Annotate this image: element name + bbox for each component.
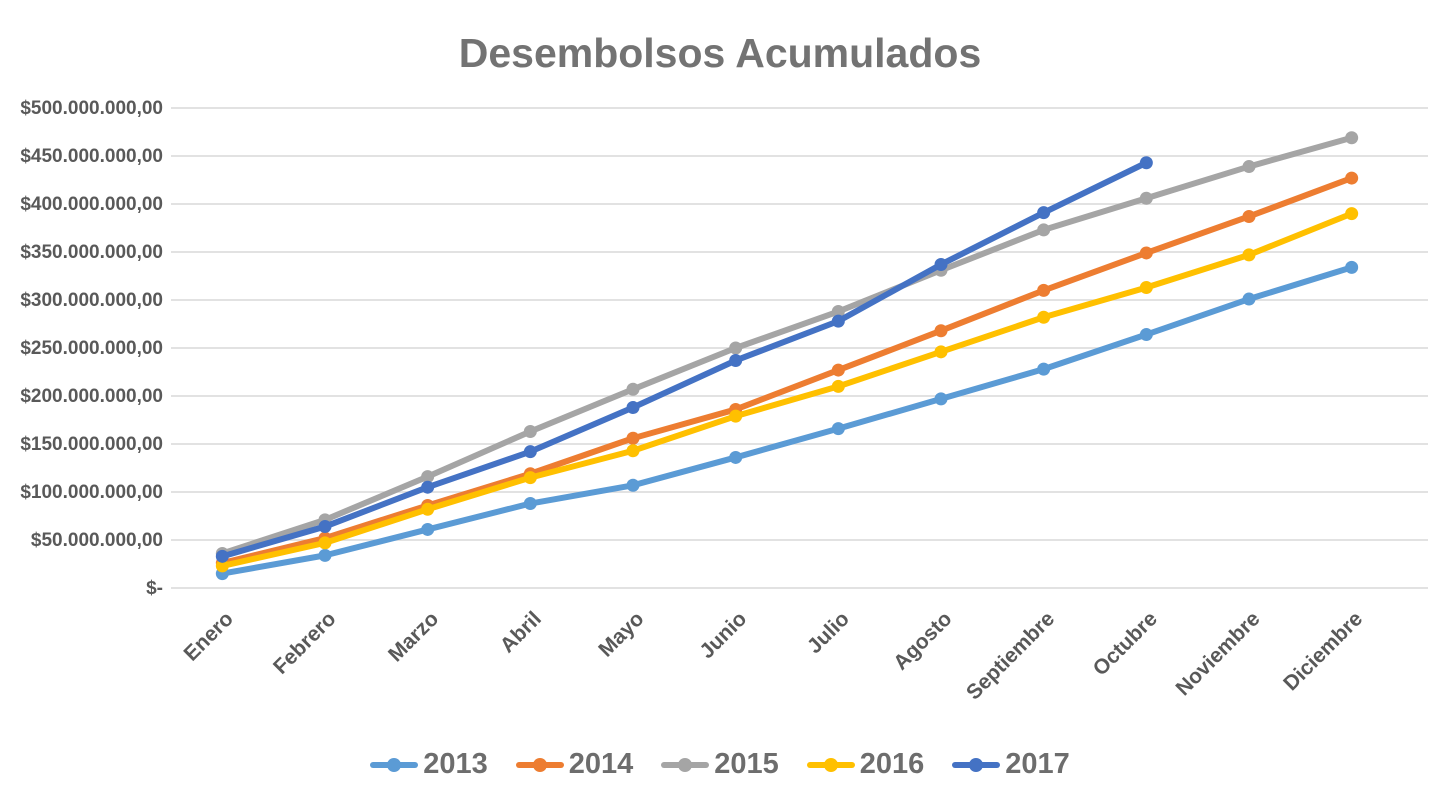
data-point-2015 [1242,160,1256,174]
x-axis-tick-label: Mayo [594,607,648,661]
y-axis-tick-label: $300.000.000,00 [20,290,163,311]
data-point-2014 [1345,171,1359,185]
legend-marker-icon [515,757,564,772]
data-point-2013 [934,392,948,406]
series-line-2016 [219,210,1355,569]
data-point-2015 [626,382,640,396]
legend-marker-icon [661,757,710,772]
data-point-2017 [1139,156,1153,170]
legend-item-2014: 2014 [515,748,634,781]
x-axis-tick-label: Noviembre [1172,607,1265,700]
data-point-2016 [1139,281,1153,295]
x-axis-tick-label: Marzo [384,607,443,666]
data-point-2017 [934,257,948,271]
data-point-2013 [729,450,743,464]
data-point-2015 [1139,191,1153,205]
data-point-2015 [1037,223,1051,237]
data-point-2013 [1345,260,1359,274]
series-line-2015 [219,134,1355,557]
legend-label: 2013 [423,748,488,780]
data-point-2016 [318,536,332,550]
data-point-2013 [1242,292,1256,306]
data-point-2014 [934,324,948,338]
data-point-2014 [1139,246,1153,260]
data-point-2015 [729,341,743,355]
data-point-2015 [831,305,845,319]
data-point-2013 [1139,328,1153,342]
x-axis-tick-label: Febrero [269,607,341,679]
legend-item-2015: 2015 [661,748,779,781]
data-point-2014 [1242,209,1256,223]
x-axis-tick-label: Junio [695,607,751,663]
data-point-2017 [831,314,845,328]
legend-label: 2014 [568,748,634,780]
data-point-2014 [626,431,640,445]
legend-label: 2017 [1005,748,1070,780]
data-point-2015 [1345,131,1359,145]
x-axis-tick-label: Abril [496,607,546,657]
legend-label: 2016 [859,748,925,780]
data-point-2015 [523,425,537,439]
data-point-2013 [831,422,845,436]
data-point-2016 [215,559,229,573]
y-axis-tick-label: $100.000.000,00 [20,482,163,503]
data-point-2016 [523,471,537,485]
legend-label: 2015 [714,748,779,780]
y-axis-tick-label: $150.000.000,00 [20,434,163,455]
data-point-2016 [1037,310,1051,324]
data-point-2017 [1037,206,1051,220]
legend: 2013 2014 2015 2016 2017 [0,748,1440,781]
legend-marker-icon [952,757,1001,772]
x-axis-tick-label: Diciembre [1279,607,1367,695]
data-point-2014 [831,363,845,377]
data-point-2017 [318,520,332,534]
data-point-2015 [421,470,435,484]
x-axis-tick-label: Septiembre [962,607,1059,704]
series-line-2014 [219,175,1355,567]
legend-item-2013: 2013 [370,748,488,781]
y-axis-tick-label: $400.000.000,00 [20,194,163,215]
x-axis-tick-label: Agosto [889,607,956,674]
data-point-2016 [1242,248,1256,262]
data-point-2017 [523,445,537,459]
data-point-2016 [1345,207,1359,221]
x-axis-tick-label: Enero [180,607,238,665]
y-axis-tick-label: $350.000.000,00 [20,242,163,263]
data-point-2016 [831,379,845,393]
chart-title: Desembolsos Acumulados [458,30,982,76]
series-line-2013 [219,264,1355,577]
legend-item-2016: 2016 [806,748,925,781]
y-axis-tick-label: $- [146,578,163,599]
x-axis-tick-label: Julio [803,607,854,658]
data-point-2016 [626,444,640,458]
data-point-2016 [729,409,743,423]
legend-marker-icon [806,757,855,772]
data-point-2013 [626,478,640,492]
data-point-2017 [626,401,640,415]
legend-item-2017: 2017 [952,748,1070,781]
data-point-2017 [729,353,743,367]
data-point-2016 [421,502,435,516]
data-point-2013 [421,522,435,536]
series-line-2017 [219,159,1150,560]
data-point-2016 [934,345,948,359]
y-axis-tick-label: $250.000.000,00 [20,338,163,359]
y-axis-tick-label: $500.000.000,00 [20,98,163,119]
y-axis-tick-label: $50.000.000,00 [31,530,163,551]
data-point-2014 [1037,283,1051,297]
data-point-2013 [1037,362,1051,376]
x-axis-tick-label: Octubre [1089,607,1162,680]
y-axis-tick-label: $450.000.000,00 [20,146,163,167]
legend-marker-icon [370,757,419,772]
data-point-2017 [215,549,229,563]
y-axis-tick-label: $200.000.000,00 [20,386,163,407]
data-point-2017 [421,480,435,494]
data-point-2013 [318,548,332,562]
data-point-2013 [523,497,537,511]
